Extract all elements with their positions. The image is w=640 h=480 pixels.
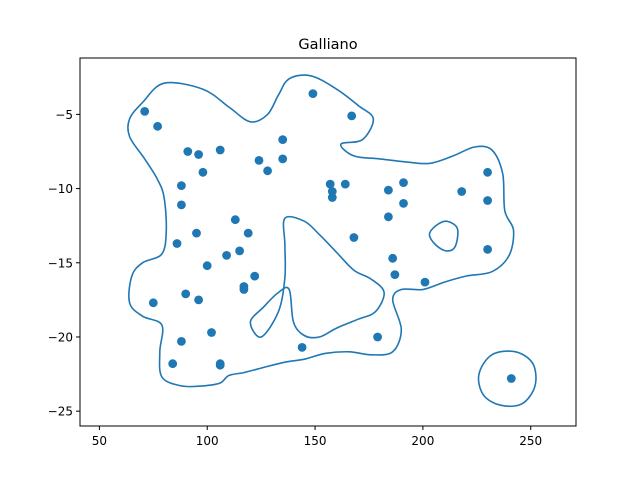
scatter-point bbox=[168, 359, 178, 369]
scatter-point bbox=[390, 270, 400, 279]
scatter-point bbox=[230, 215, 240, 225]
scatter-points bbox=[140, 89, 516, 383]
contour-main-outline bbox=[127, 74, 515, 388]
scatter-point bbox=[373, 332, 382, 342]
x-tick-label: 50 bbox=[92, 434, 107, 448]
scatter-point bbox=[347, 111, 357, 121]
contour-inner-hole bbox=[249, 215, 385, 339]
scatter-point bbox=[483, 196, 492, 205]
scatter-point bbox=[243, 228, 253, 238]
scatter-point bbox=[308, 89, 318, 98]
contour-layer bbox=[127, 74, 537, 408]
scatter-point bbox=[457, 187, 467, 196]
y-tick-label: −15 bbox=[48, 256, 73, 270]
scatter-point bbox=[202, 261, 212, 271]
x-axis: 50 100 150 200 250 bbox=[92, 426, 542, 448]
y-tick-label: −20 bbox=[48, 330, 73, 344]
x-tick-label: 150 bbox=[304, 434, 327, 448]
chart-title: Galliano bbox=[298, 37, 357, 53]
scatter-point bbox=[420, 277, 430, 287]
scatter-point bbox=[297, 343, 307, 352]
scatter-point bbox=[483, 167, 492, 177]
scatter-point bbox=[183, 147, 193, 156]
scatter-point bbox=[177, 200, 186, 210]
scatter-point bbox=[194, 150, 204, 159]
scatter-point bbox=[198, 167, 208, 177]
contour-small-hole bbox=[428, 220, 459, 252]
x-tick-label: 250 bbox=[519, 434, 542, 448]
scatter-point bbox=[172, 239, 182, 248]
scatter-point bbox=[194, 295, 204, 305]
scatter-point bbox=[177, 181, 186, 191]
scatter-point bbox=[222, 251, 232, 260]
scatter-point bbox=[340, 179, 350, 189]
scatter-point bbox=[207, 328, 216, 337]
scatter-point bbox=[325, 179, 335, 189]
scatter-point bbox=[235, 246, 245, 256]
scatter-point bbox=[181, 289, 191, 299]
y-tick-label: −10 bbox=[48, 182, 73, 196]
y-axis: −25 −20 −15 −10 −5 bbox=[48, 108, 80, 419]
scatter-point bbox=[215, 145, 225, 155]
scatter-point bbox=[192, 228, 201, 238]
scatter-point bbox=[278, 135, 288, 145]
scatter-point bbox=[177, 337, 186, 346]
y-tick-label: −25 bbox=[48, 405, 73, 419]
scatter-point bbox=[506, 374, 516, 383]
scatter-point bbox=[215, 360, 225, 370]
scatter-point bbox=[483, 245, 492, 254]
x-tick-label: 100 bbox=[196, 434, 219, 448]
x-tick-label: 200 bbox=[411, 434, 434, 448]
scatter-point bbox=[140, 107, 150, 116]
scatter-point bbox=[254, 156, 264, 165]
scatter-point bbox=[399, 178, 408, 188]
plot-frame bbox=[79, 57, 577, 427]
scatter-point bbox=[263, 166, 272, 176]
scatter-point bbox=[148, 298, 158, 308]
scatter-point bbox=[384, 212, 393, 222]
scatter-point bbox=[153, 121, 163, 131]
scatter-point bbox=[349, 233, 359, 242]
y-tick-label: −5 bbox=[55, 108, 73, 122]
scatter-point bbox=[239, 285, 249, 294]
contour-outlier-loop bbox=[477, 350, 537, 408]
scatter-point bbox=[399, 199, 408, 208]
scatter-point bbox=[388, 253, 398, 263]
scatter-point bbox=[250, 271, 260, 281]
scatter-point bbox=[384, 185, 393, 195]
scatter-point bbox=[327, 193, 337, 202]
scatter-point bbox=[278, 154, 288, 164]
